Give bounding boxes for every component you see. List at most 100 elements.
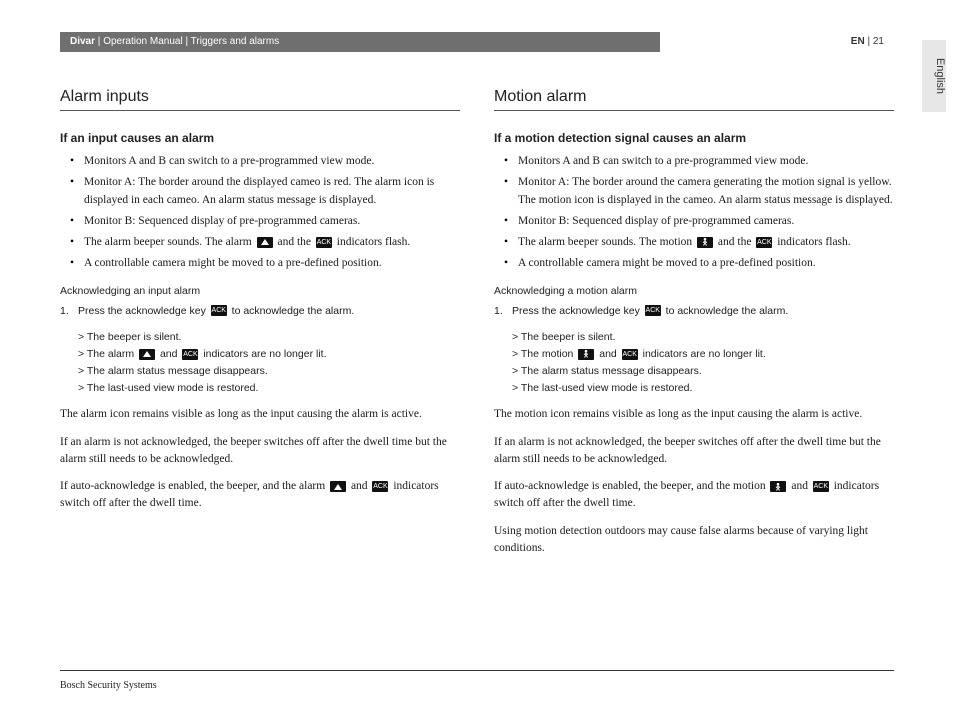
bullet-item: Monitor B: Sequenced display of pre-prog… <box>504 213 894 230</box>
language-label: English <box>934 58 946 94</box>
bullet-text: A controllable camera might be moved to … <box>518 257 816 269</box>
bullet-text: Monitors A and B can switch to a pre-pro… <box>84 155 374 167</box>
ack-steps: 1. Press the acknowledge key ACK to ackn… <box>494 303 894 320</box>
para-text: If auto-acknowledge is enabled, the beep… <box>494 480 766 492</box>
result-text: The alarm status message disappears. <box>521 365 702 377</box>
result-text: The motion <box>521 348 574 360</box>
ack-steps: 1. Press the acknowledge key ACK to ackn… <box>60 303 460 320</box>
ack-indicator-icon: ACK <box>316 237 332 248</box>
bullet-item: Monitor A: The border around the camera … <box>504 174 894 209</box>
ack-indicator-icon: ACK <box>372 481 388 492</box>
footer-company: Bosch Security Systems <box>60 680 157 691</box>
bullet-text: Monitor A: The border around the camera … <box>518 176 893 205</box>
result-text: indicators are no longer lit. <box>203 348 326 360</box>
result-line: The alarm and ACK indicators are no long… <box>78 346 460 363</box>
alarm-inputs-title: Alarm inputs <box>60 88 460 111</box>
content-columns: Alarm inputs If an input causes an alarm… <box>60 88 894 567</box>
header-breadcrumb: Divar | Operation Manual | Triggers and … <box>60 32 660 52</box>
result-line: The beeper is silent. <box>512 329 894 346</box>
result-text: indicators are no longer lit. <box>643 348 766 360</box>
alarm-input-subhead: If an input causes an alarm <box>60 131 460 145</box>
motion-note-1: The motion icon remains visible as long … <box>494 406 894 423</box>
bullet-text: and the <box>718 236 752 248</box>
result-line: The alarm status message disappears. <box>512 363 894 380</box>
bullet-text: indicators flash. <box>777 236 850 248</box>
bullet-text: Monitor A: The border around the display… <box>84 176 434 205</box>
motion-person-icon <box>578 349 594 360</box>
bullet-text: The alarm beeper sounds. The alarm <box>84 236 252 248</box>
para-text: and <box>351 480 368 492</box>
result-text: The alarm <box>87 348 134 360</box>
page-num: 21 <box>873 36 884 47</box>
result-line: The motion and ACK indicators are no lon… <box>512 346 894 363</box>
bullet-item: A controllable camera might be moved to … <box>70 255 460 272</box>
bullet-item: The alarm beeper sounds. The alarm and t… <box>70 234 460 251</box>
ack-input-title: Acknowledging an input alarm <box>60 285 460 297</box>
lang-code: EN <box>851 36 865 47</box>
bullet-text: and the <box>278 236 312 248</box>
alarm-note-1: The alarm icon remains visible as long a… <box>60 406 460 423</box>
bullet-text: Monitors A and B can switch to a pre-pro… <box>518 155 808 167</box>
bullet-text: Monitor B: Sequenced display of pre-prog… <box>518 215 794 227</box>
product-name: Divar <box>70 36 95 47</box>
step-text: to acknowledge the alarm. <box>232 305 355 317</box>
ack-motion-title: Acknowledging a motion alarm <box>494 285 894 297</box>
ack-key-icon: ACK <box>645 305 661 316</box>
bullet-item: The alarm beeper sounds. The motion and … <box>504 234 894 251</box>
alarm-note-2: If an alarm is not acknowledged, the bee… <box>60 434 460 469</box>
ack-step: 1. Press the acknowledge key ACK to ackn… <box>60 303 460 320</box>
motion-alarm-title: Motion alarm <box>494 88 894 111</box>
bullet-item: A controllable camera might be moved to … <box>504 255 894 272</box>
bullet-text: Monitor B: Sequenced display of pre-prog… <box>84 215 360 227</box>
step-number: 1. <box>494 303 503 320</box>
bullet-text: indicators flash. <box>337 236 410 248</box>
ack-step: 1. Press the acknowledge key ACK to ackn… <box>494 303 894 320</box>
result-text: The last-used view mode is restored. <box>521 382 693 394</box>
para-text: If auto-acknowledge is enabled, the beep… <box>60 480 325 492</box>
alarm-triangle-icon <box>330 481 346 492</box>
page-header: Divar | Operation Manual | Triggers and … <box>60 32 894 52</box>
ack-results: The beeper is silent. The motion and ACK… <box>512 329 894 396</box>
ack-indicator-icon: ACK <box>182 349 198 360</box>
left-column: Alarm inputs If an input causes an alarm… <box>60 88 460 567</box>
alarm-triangle-icon <box>257 237 273 248</box>
result-text: The alarm status message disappears. <box>87 365 268 377</box>
motion-person-icon <box>770 481 786 492</box>
result-line: The last-used view mode is restored. <box>512 380 894 397</box>
bullet-item: Monitor A: The border around the display… <box>70 174 460 209</box>
alarm-triangle-icon <box>139 349 155 360</box>
result-text: The last-used view mode is restored. <box>87 382 259 394</box>
right-column: Motion alarm If a motion detection signa… <box>494 88 894 567</box>
ack-results: The beeper is silent. The alarm and ACK … <box>78 329 460 396</box>
result-line: The alarm status message disappears. <box>78 363 460 380</box>
manual-name: Operation Manual <box>103 36 183 47</box>
motion-bullets: Monitors A and B can switch to a pre-pro… <box>504 153 894 273</box>
bullet-item: Monitors A and B can switch to a pre-pro… <box>70 153 460 170</box>
motion-subhead: If a motion detection signal causes an a… <box>494 131 894 145</box>
result-text: and <box>599 348 617 360</box>
manual-page: English Divar | Operation Manual | Trigg… <box>0 0 954 715</box>
step-text: to acknowledge the alarm. <box>666 305 789 317</box>
footer-rule <box>60 670 894 671</box>
alarm-bullets: Monitors A and B can switch to a pre-pro… <box>70 153 460 273</box>
para-text: and <box>791 480 808 492</box>
language-side-tab: English <box>922 40 946 112</box>
motion-note-3: If auto-acknowledge is enabled, the beep… <box>494 478 894 513</box>
bullet-text: The alarm beeper sounds. The motion <box>518 236 692 248</box>
bullet-item: Monitors A and B can switch to a pre-pro… <box>504 153 894 170</box>
step-number: 1. <box>60 303 69 320</box>
motion-person-icon <box>697 237 713 248</box>
result-line: The beeper is silent. <box>78 329 460 346</box>
section-name: Triggers and alarms <box>191 36 280 47</box>
result-text: and <box>160 348 178 360</box>
alarm-note-3: If auto-acknowledge is enabled, the beep… <box>60 478 460 513</box>
bullet-item: Monitor B: Sequenced display of pre-prog… <box>70 213 460 230</box>
bullet-text: A controllable camera might be moved to … <box>84 257 382 269</box>
ack-indicator-icon: ACK <box>756 237 772 248</box>
ack-indicator-icon: ACK <box>622 349 638 360</box>
result-line: The last-used view mode is restored. <box>78 380 460 397</box>
step-text: Press the acknowledge key <box>78 305 206 317</box>
motion-note-2: If an alarm is not acknowledged, the bee… <box>494 434 894 469</box>
result-text: The beeper is silent. <box>521 331 616 343</box>
ack-key-icon: ACK <box>211 305 227 316</box>
